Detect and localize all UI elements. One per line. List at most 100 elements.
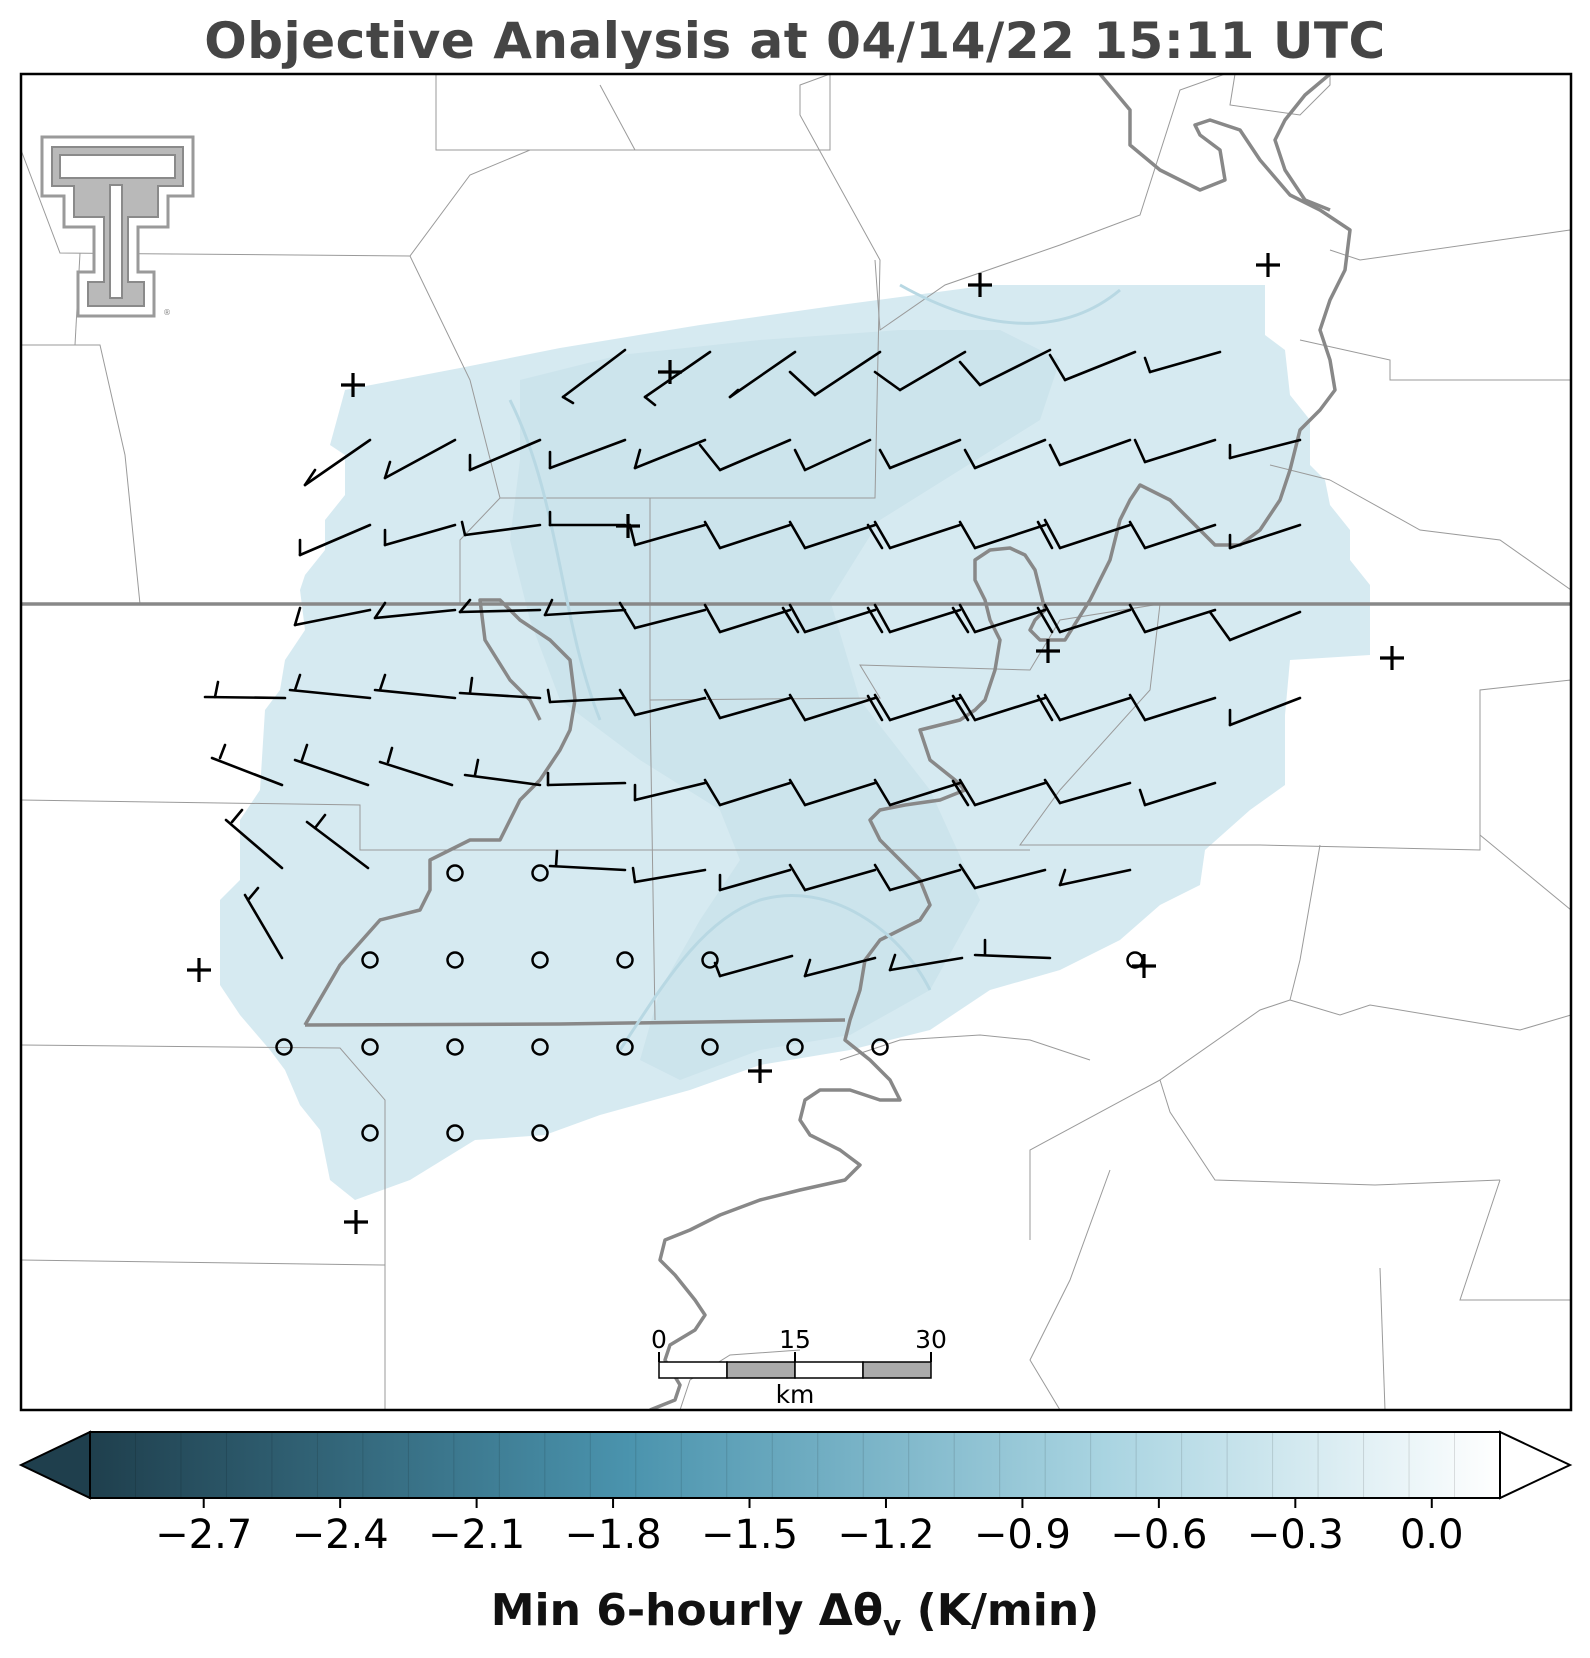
colorbar-tick-label: −2.1 xyxy=(428,1512,525,1558)
map-title: Objective Analysis at 04/14/22 15:11 UTC xyxy=(204,12,1386,70)
station-calm xyxy=(616,951,634,969)
wind-barb xyxy=(873,778,962,807)
wind-barb xyxy=(793,438,872,472)
wind-barb xyxy=(633,438,707,470)
wind-barb xyxy=(788,350,882,397)
colorbar-label-unit: (K/min) xyxy=(901,1585,1100,1636)
wind-barb xyxy=(303,438,372,487)
station-calm xyxy=(616,1038,634,1056)
station-calm xyxy=(361,1124,379,1142)
scale-tick-15: 15 xyxy=(779,1325,811,1354)
wind-barb xyxy=(788,520,877,550)
wind-barb xyxy=(958,863,1047,890)
wind-barb xyxy=(788,778,877,807)
colorbar-label: Min 6-hourly Δθv (K/min) xyxy=(0,1585,1590,1642)
wind-barb xyxy=(1036,518,1132,550)
wind-barb xyxy=(973,938,1052,960)
colorbar-tick-label: −1.8 xyxy=(564,1512,661,1558)
wind-barb xyxy=(1208,610,1302,642)
analysis-shading-inner xyxy=(510,330,1060,1080)
station-marker xyxy=(658,360,682,384)
wind-barb xyxy=(631,866,707,884)
wind-barb xyxy=(210,743,284,787)
wind-barb xyxy=(373,601,457,620)
station-calm xyxy=(786,1038,804,1056)
station-marker xyxy=(341,373,365,397)
double-t-logo: ® xyxy=(40,135,195,318)
wind-barb xyxy=(958,520,1047,550)
wind-barb xyxy=(458,598,542,614)
station-calm xyxy=(701,951,719,969)
colorbar-tick-label: 0.0 xyxy=(1400,1512,1464,1558)
station-marker xyxy=(1256,253,1280,277)
wind-barb xyxy=(803,956,877,978)
wind-barb xyxy=(1143,350,1222,374)
wind-barb xyxy=(548,438,627,470)
wind-barb xyxy=(293,743,370,787)
wind-barb xyxy=(546,771,627,787)
wind-barb xyxy=(643,350,712,407)
wind-barb xyxy=(548,849,627,872)
map-panel[interactable]: ® 0 15 30 km xyxy=(21,74,1571,1410)
wind-barb xyxy=(1228,523,1302,550)
wind-barb xyxy=(873,863,962,892)
colorbar-extend-high xyxy=(1499,1430,1573,1500)
wind-barb xyxy=(1228,696,1302,727)
analysis-contours xyxy=(508,283,1121,1051)
colorbar-tick-label: −0.9 xyxy=(974,1512,1071,1558)
colorbar-tick-label: −1.2 xyxy=(837,1512,934,1558)
wind-barb xyxy=(618,601,707,630)
scale-tick-0: 0 xyxy=(651,1325,667,1354)
wind-barb xyxy=(224,808,284,870)
wind-barb xyxy=(781,603,877,634)
wind-barb xyxy=(866,603,962,634)
colorbar-gradient xyxy=(89,1431,1501,1499)
station-marker xyxy=(968,273,992,297)
map-frame xyxy=(19,72,1573,1412)
wind-barb xyxy=(288,673,372,700)
wind-barb xyxy=(1036,693,1132,722)
colorbar-label-subscript: v xyxy=(883,1608,902,1642)
wind-barb xyxy=(703,603,792,634)
station-calm xyxy=(446,1124,464,1142)
colorbar-tick-label: −0.3 xyxy=(1247,1512,1344,1558)
wind-barb xyxy=(1138,781,1217,807)
wind-barb xyxy=(243,886,284,960)
scale-unit: km xyxy=(776,1380,815,1409)
wind-barb xyxy=(873,350,967,392)
wind-barb xyxy=(1048,350,1137,382)
wind-barb xyxy=(548,510,627,527)
wind-barb xyxy=(703,778,792,807)
wind-barb xyxy=(1128,693,1217,722)
colorbar-tick-label: −2.7 xyxy=(155,1512,252,1558)
wind-barb xyxy=(293,606,372,627)
wind-barb xyxy=(878,438,962,470)
wind-barb xyxy=(951,778,1047,807)
wind-barb xyxy=(1228,438,1302,460)
state-boundaries xyxy=(21,74,1571,1410)
wind-barb xyxy=(468,438,542,472)
wind-barb xyxy=(951,603,1047,634)
wind-barb xyxy=(628,523,707,547)
station-calm xyxy=(446,864,464,882)
wind-barb xyxy=(866,520,962,550)
wind-barb xyxy=(866,693,962,722)
wind-barb xyxy=(460,520,542,537)
station-calm xyxy=(531,1038,549,1056)
wind-barb xyxy=(1036,603,1132,634)
wind-barb xyxy=(378,746,454,787)
station-marker xyxy=(616,514,640,538)
station-calm xyxy=(701,1038,719,1056)
wind-barb xyxy=(1058,868,1132,887)
wind-barb xyxy=(788,863,877,892)
wind-barb xyxy=(633,781,707,802)
wind-barb xyxy=(561,348,627,405)
wind-barb xyxy=(458,676,542,700)
colorbar: −2.7 −2.4 −2.1 −1.8 −1.5 −1.2 −0.9 −0.6 −0.3 0.0 xyxy=(18,1430,1573,1558)
wind-barb xyxy=(298,523,372,557)
wind-barb xyxy=(1128,603,1217,634)
wind-barb xyxy=(203,680,287,700)
svg-text:®: ® xyxy=(163,308,171,317)
wind-barbs xyxy=(203,348,1302,978)
wind-barb xyxy=(951,693,1047,722)
